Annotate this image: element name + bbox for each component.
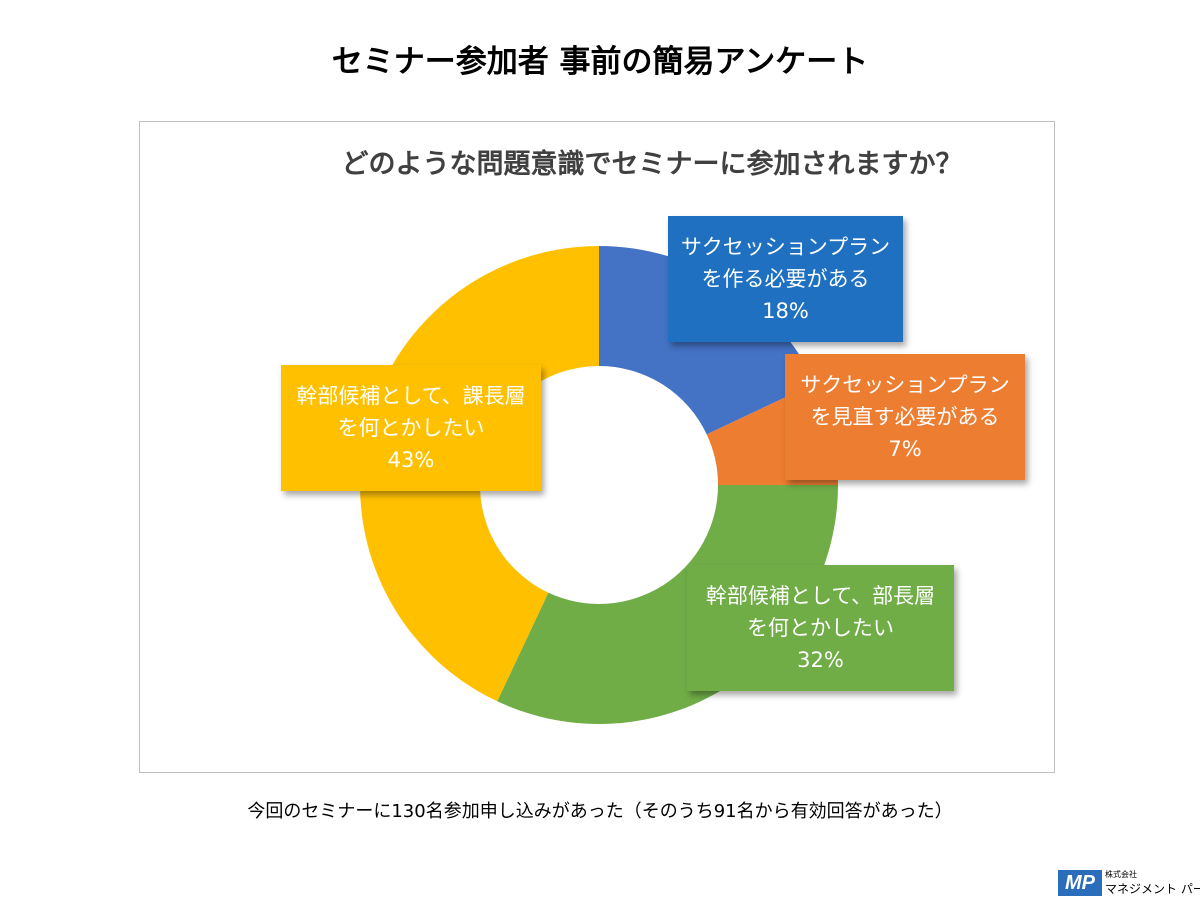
logo-small-text: 株式会社 bbox=[1105, 870, 1137, 879]
callout-label: 幹部候補として、部長層 を何とかしたい bbox=[705, 584, 936, 640]
callout-label: 幹部候補として、課長層 を何とかしたい bbox=[296, 384, 526, 440]
callout-label: サクセッションプラン を作る必要がある bbox=[680, 235, 891, 291]
logo-mark: MP bbox=[1058, 870, 1102, 896]
callout-value: 7% bbox=[888, 437, 922, 461]
callout-succession-review: サクセッションプラン を見直す必要がある 7% bbox=[785, 354, 1025, 480]
callout-value: 43% bbox=[387, 448, 435, 472]
chart-frame: どのような問題意識でセミナーに参加されますか？ サクセッションプラン を作る必要… bbox=[139, 121, 1055, 773]
footnote: 今回のセミナーに130名参加申し込みがあった（そのうち91名から有効回答があった… bbox=[247, 801, 953, 822]
callout-succession-create: サクセッションプラン を作る必要がある 18% bbox=[668, 216, 903, 342]
chart-title: どのような問題意識でセミナーに参加されますか？ bbox=[341, 149, 963, 180]
company-logo: MP 株式会社 マネジメント パートナー bbox=[1058, 868, 1200, 898]
callout-section-manager: 幹部候補として、課長層 を何とかしたい 43% bbox=[281, 365, 541, 491]
logo-name: マネジメント パートナー bbox=[1105, 882, 1200, 896]
callout-label: サクセッションプラン を見直す必要がある bbox=[800, 373, 1010, 429]
callout-value: 18% bbox=[762, 299, 809, 323]
callout-value: 32% bbox=[797, 648, 844, 672]
page-title: セミナー参加者 事前の簡易アンケート bbox=[331, 44, 869, 80]
callout-division-manager: 幹部候補として、部長層 を何とかしたい 32% bbox=[687, 565, 954, 691]
